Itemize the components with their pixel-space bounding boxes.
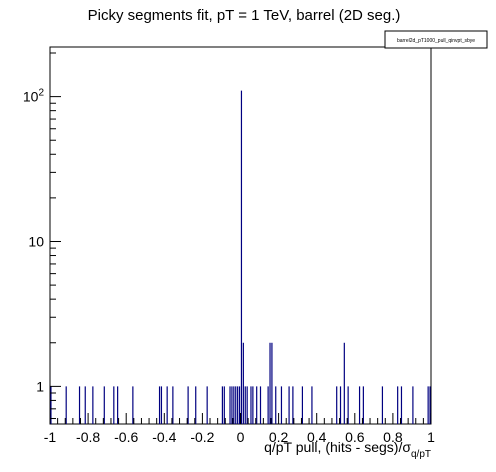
legend-box: barrel2d_pT1000_pull_qinvpt_sbye [384, 30, 488, 49]
y-tick-label-exponent: 2 [38, 88, 44, 99]
x-tick-label: -1 [44, 429, 57, 445]
y-tick-label: 10 [28, 233, 44, 249]
x-tick-label: 0.2 [269, 429, 289, 445]
histogram-bars [50, 90, 431, 424]
plot-frame [49, 46, 432, 425]
y-tick-label-base: 10 [28, 233, 44, 249]
x-tick-label: 0.8 [383, 429, 403, 445]
chart-title: Picky segments fit, pT = 1 TeV, barrel (… [88, 7, 401, 24]
x-tick-label: 0.6 [345, 429, 365, 445]
x-tick-label: -0.4 [152, 429, 176, 445]
legend-label: barrel2d_pT1000_pull_qinvpt_sbye [397, 38, 475, 44]
y-tick-label: 102 [23, 88, 45, 105]
x-tick-label: -0.6 [114, 429, 138, 445]
x-axis-ticks: -1 -0.8 -0.6 -0.4 -0.2 0 0.2 0.4 0.6 0.8 1 [44, 413, 435, 445]
y-tick-label-base: 1 [36, 378, 44, 394]
x-tick-label: -0.8 [76, 429, 100, 445]
x-tick-label: 0.4 [307, 429, 327, 445]
x-axis-label: q/pT pull, (hits - segs)/σq/pT [264, 439, 431, 460]
y-tick-label-base: 10 [23, 89, 39, 105]
x-axis-label-subscript: q/pT [411, 449, 431, 460]
x-tick-label: -0.2 [190, 429, 214, 445]
x-tick-label: 0 [237, 429, 245, 445]
legend-frame [384, 30, 488, 49]
x-tick-label: 1 [427, 429, 435, 445]
y-tick-label: 1 [36, 378, 44, 394]
x-axis-label-main: q/pT pull, (hits - segs)/σ [264, 439, 411, 455]
